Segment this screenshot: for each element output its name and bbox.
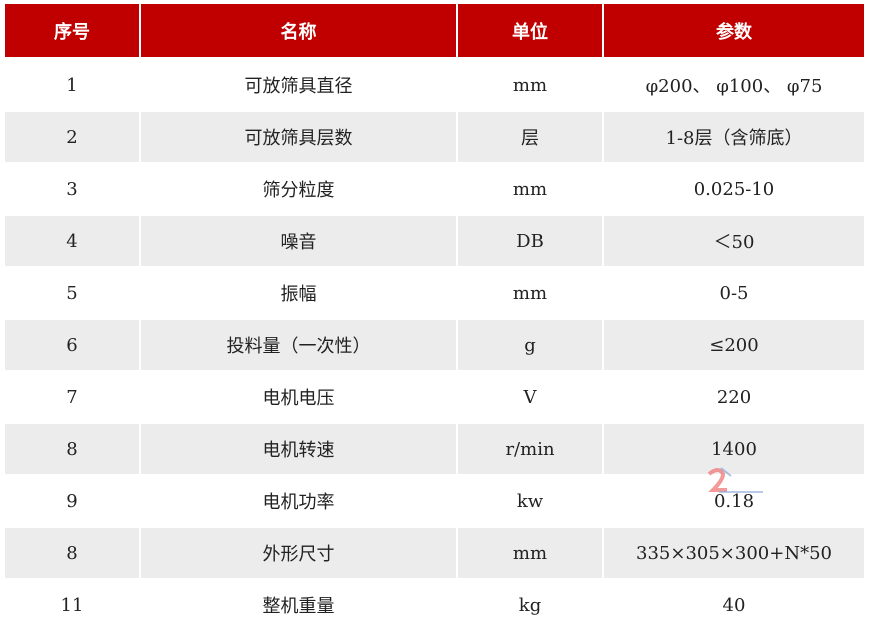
- spec-table: 序号 名称 单位 参数 1 可放筛具直径 mm φ200、 φ100、 φ75 2 可放筛…: [5, 4, 864, 632]
- table-row: 1 可放筛具直径 mm φ200、 φ100、 φ75: [5, 60, 864, 110]
- table-row: 2 可放筛具层数层 1-8层（含筛底）: [5, 112, 864, 162]
- header-cell: 单位: [458, 4, 602, 57]
- name-cell: 可放筛具直径: [244, 76, 353, 97]
- value-cell: 1-8层（含筛底）: [604, 112, 864, 162]
- name-cell: 外形尺寸: [141, 528, 456, 578]
- header-cell: 名称: [141, 4, 456, 57]
- index-cell: 2: [5, 112, 139, 162]
- index-cell: 11: [60, 594, 84, 616]
- table-row: 5 振幅 mm 0-5: [5, 268, 864, 318]
- name-cell: 电机功率: [262, 492, 335, 513]
- name-cell: 电机电压: [262, 388, 335, 409]
- value-cell: ≤200: [604, 320, 864, 370]
- name-cell: 筛分粒度: [262, 180, 335, 201]
- name-cell: 整机重量: [262, 596, 335, 617]
- index-cell: 1: [66, 74, 78, 96]
- value-cell: 220: [716, 386, 752, 408]
- table-row: 9 电机功率 kw 0.18: [5, 476, 864, 526]
- unit-cell: r/min: [458, 424, 602, 474]
- unit-cell: mm: [512, 178, 548, 200]
- index-cell: 4: [5, 216, 139, 266]
- value-cell: 1400: [604, 424, 864, 474]
- table-row: 8 外形尺寸 mm 335×305×300+N*50: [5, 528, 864, 578]
- table-row: 11 整机重量 kg 40: [5, 580, 864, 630]
- header-cell: 参数: [604, 4, 864, 57]
- name-cell: 投料量（一次性）: [141, 320, 456, 370]
- value-cell: 0-5: [719, 282, 749, 304]
- value-cell: 0.025-10: [693, 178, 775, 200]
- header-cell: 序号: [5, 4, 139, 57]
- value-cell: φ200、 φ100、 φ75: [645, 76, 823, 97]
- table-row: 8 电机转速 r/min 1400: [5, 424, 864, 474]
- name-cell: 噪音: [141, 216, 456, 266]
- table-row: 6 投料量（一次性） g ≤200: [5, 320, 864, 370]
- table-row: 3 筛分粒度 mm 0.025-10: [5, 164, 864, 214]
- index-cell: 8: [5, 528, 139, 578]
- unit-cell: kg: [518, 594, 542, 616]
- name-cell: 可放筛具层数: [141, 112, 456, 162]
- value-cell: 0.18: [713, 490, 755, 512]
- unit-cell: DB: [458, 216, 602, 266]
- unit-cell: mm: [512, 282, 548, 304]
- index-cell: 5: [66, 282, 78, 304]
- value-cell: ＜50: [604, 216, 864, 266]
- value-cell: 40: [722, 594, 746, 616]
- unit-cell: V: [523, 386, 537, 408]
- unit-cell: kw: [516, 490, 544, 512]
- index-cell: 7: [66, 386, 78, 408]
- name-cell: 电机转速: [141, 424, 456, 474]
- index-cell: 6: [5, 320, 139, 370]
- table-header: 序号 名称 单位 参数: [5, 4, 864, 57]
- table-row: 4 噪音 DB ＜50: [5, 216, 864, 266]
- unit-cell: mm: [458, 528, 602, 578]
- unit-cell: g: [458, 320, 602, 370]
- unit-cell: mm: [512, 74, 548, 96]
- unit-cell: 层: [458, 112, 602, 162]
- index-cell: 9: [66, 490, 78, 512]
- table-row: 7 电机电压 V 220: [5, 372, 864, 422]
- value-cell: 335×305×300+N*50: [604, 528, 864, 578]
- index-cell: 8: [5, 424, 139, 474]
- index-cell: 3: [66, 178, 78, 200]
- name-cell: 振幅: [280, 284, 317, 305]
